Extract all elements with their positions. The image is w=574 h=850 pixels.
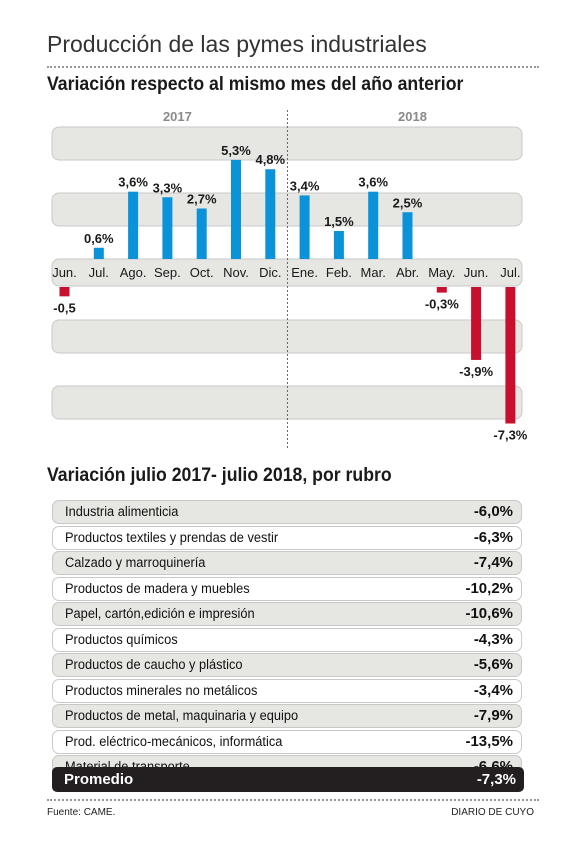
row-label: Prod. eléctrico-mecánicos, informática bbox=[65, 733, 283, 749]
row-label: Calzado y marroquinería bbox=[65, 555, 206, 570]
category-label: Jun. bbox=[52, 265, 77, 280]
row-value: -10,6% bbox=[465, 605, 513, 622]
table-row: Productos químicos -4,3% bbox=[52, 627, 522, 652]
row-label: Papel, cartón,edición e impresión bbox=[65, 606, 255, 621]
table-row: Prod. eléctrico-mecánicos, informática -1… bbox=[52, 729, 522, 754]
bar bbox=[196, 208, 207, 259]
row-label: Productos químicos bbox=[65, 631, 178, 647]
table-row: Industria alimenticia -6,0% bbox=[52, 500, 522, 524]
row-label: Productos minerales no metálicos bbox=[65, 682, 258, 698]
brand-name: DIARIO DE CUYO bbox=[451, 807, 534, 818]
data-label: 3,6% bbox=[358, 175, 388, 190]
table-row: Productos de metal, maquinaria y equipo -… bbox=[52, 704, 522, 728]
category-label: Jul. bbox=[500, 265, 520, 280]
data-label: -7,3% bbox=[493, 428, 527, 443]
table-row: Productos de caucho y plástico -5,6% bbox=[52, 653, 522, 677]
data-label: 3,3% bbox=[153, 180, 183, 195]
data-label: -3,9% bbox=[459, 364, 493, 379]
average-row: Promedio -7,3% bbox=[52, 767, 524, 792]
category-label: Dic. bbox=[259, 265, 281, 280]
average-label: Promedio bbox=[64, 771, 134, 788]
row-value: -3,4% bbox=[473, 681, 513, 699]
row-value: -4,3% bbox=[473, 630, 513, 648]
row-value: -7,4% bbox=[473, 554, 513, 571]
bar bbox=[402, 212, 413, 259]
row-value: -5,6% bbox=[473, 656, 513, 673]
bar bbox=[333, 230, 344, 259]
category-label: Oct. bbox=[190, 265, 214, 280]
category-label: Ene. bbox=[291, 265, 318, 280]
grid-band bbox=[51, 319, 523, 354]
page-title: Producción de las pymes industriales bbox=[47, 31, 427, 57]
category-label: May. bbox=[428, 265, 455, 280]
data-label: -0,3% bbox=[425, 297, 459, 312]
row-label: Industria alimenticia bbox=[65, 504, 179, 519]
bar bbox=[299, 195, 310, 259]
row-label: Productos de metal, maquinaria y equipo bbox=[65, 708, 299, 723]
data-label: 3,4% bbox=[290, 178, 320, 193]
row-value: -10,2% bbox=[465, 579, 513, 597]
bar bbox=[436, 287, 447, 293]
category-label: Jul. bbox=[89, 265, 109, 280]
bar bbox=[265, 169, 276, 259]
data-label: 2,7% bbox=[187, 192, 217, 207]
category-label: Ago. bbox=[120, 265, 147, 280]
bar bbox=[368, 191, 379, 259]
row-label: Productos de caucho y plástico bbox=[65, 657, 243, 672]
bar bbox=[128, 191, 139, 259]
row-label: Productos de madera y muebles bbox=[65, 580, 250, 596]
category-label: Feb. bbox=[326, 265, 352, 280]
table-row: Productos textiles y prendas de vestir -6… bbox=[52, 525, 522, 550]
year-label: 2017 bbox=[163, 109, 192, 124]
table-row: Productos minerales no metálicos -3,4% bbox=[52, 678, 522, 703]
category-label: Nov. bbox=[223, 265, 249, 280]
year-label: 2018 bbox=[398, 109, 427, 124]
data-label: 2,5% bbox=[393, 195, 423, 210]
data-label: 3,6% bbox=[118, 175, 148, 190]
bar bbox=[471, 287, 482, 360]
row-value: -6,0% bbox=[473, 503, 513, 520]
data-label: 5,3% bbox=[221, 143, 251, 158]
divider bbox=[47, 799, 539, 801]
category-label: Mar. bbox=[361, 265, 386, 280]
data-label: -0,5 bbox=[53, 300, 75, 315]
chart-subtitle: Variación respecto al mismo mes del año … bbox=[47, 74, 464, 95]
category-label: Abr. bbox=[396, 265, 419, 280]
row-label: Productos textiles y prendas de vestir bbox=[65, 529, 279, 545]
table-row: Calzado y marroquinería -7,4% bbox=[52, 551, 522, 575]
row-value: -6,3% bbox=[473, 528, 513, 546]
data-label: 1,5% bbox=[324, 214, 354, 229]
category-label: Jun. bbox=[464, 265, 489, 280]
bar bbox=[162, 197, 173, 259]
bar-chart: 2017 2018 -0,5 Jun. 0,6% Jul. 3,6% Ago. 3,3% Sep.… bbox=[51, 109, 528, 450]
table-subtitle: Variación julio 2017- julio 2018, por ru… bbox=[47, 465, 392, 486]
row-value: -13,5% bbox=[465, 732, 513, 750]
source-note: Fuente: CAME. bbox=[47, 807, 116, 818]
data-label: 4,8% bbox=[255, 152, 285, 167]
bar bbox=[59, 287, 70, 297]
table-row: Productos de madera y muebles -10,2% bbox=[52, 576, 522, 601]
bar bbox=[93, 247, 104, 259]
table-row: Papel, cartón,edición e impresión -10,6% bbox=[52, 602, 522, 626]
divider bbox=[47, 66, 539, 68]
bar bbox=[505, 287, 516, 424]
data-label: 0,6% bbox=[84, 231, 114, 246]
grid-band bbox=[51, 192, 523, 227]
category-label: Sep. bbox=[154, 265, 181, 280]
bar bbox=[231, 159, 241, 259]
category-table: Industria alimenticia -6,0% Productos text… bbox=[52, 500, 522, 781]
row-value: -7,9% bbox=[473, 707, 513, 724]
average-value: -7,3% bbox=[476, 771, 516, 788]
